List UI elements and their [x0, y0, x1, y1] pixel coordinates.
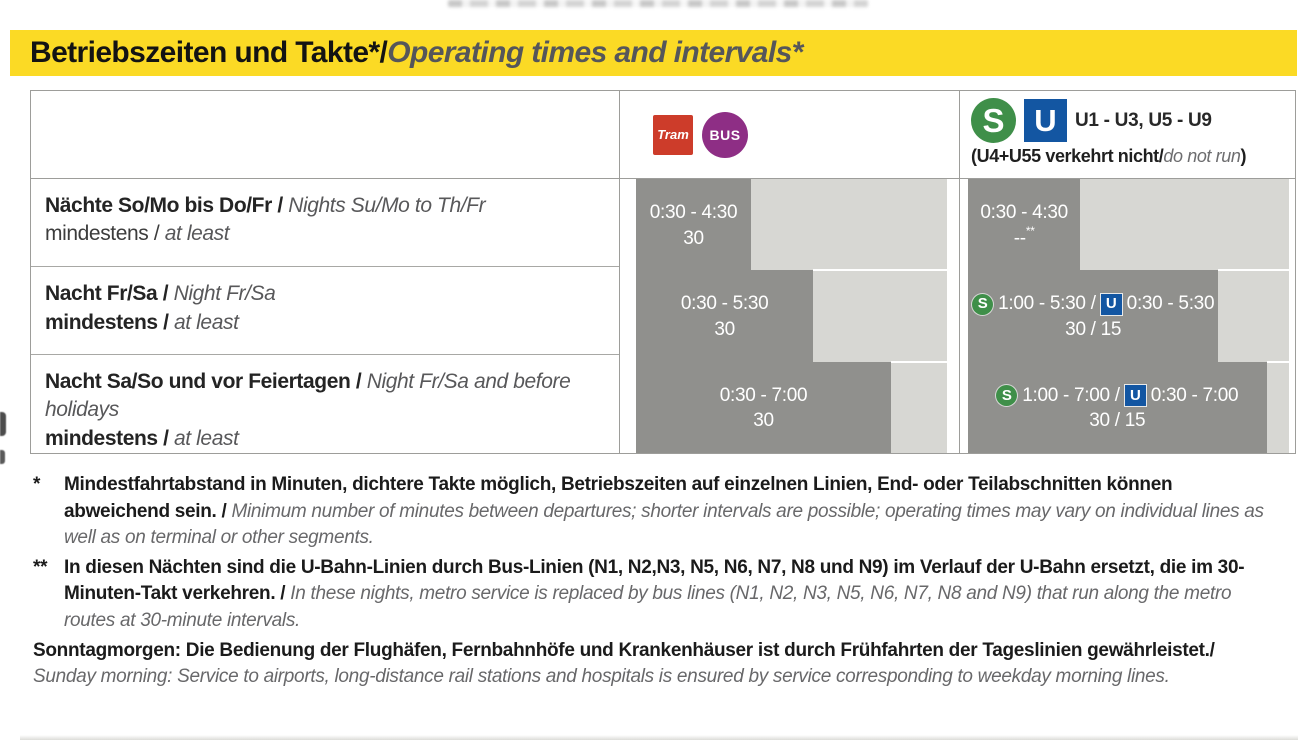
operating-time-bar: 0:30 - 7:00 30	[636, 361, 892, 453]
ubahn-icon: U	[1024, 99, 1067, 142]
footnote-asterisk: * Mindestfahrtabstand in Minuten, dichte…	[33, 472, 1277, 552]
row-label-nights-sumo-thfr: Nächte So/Mo bis Do/Fr / Nights Su/Mo to…	[45, 194, 486, 246]
operating-time-bar: 0:30 - 4:30 --**	[968, 179, 1081, 271]
section-title-english: Operating times and intervals*	[387, 36, 803, 69]
bus-icon: BUS	[702, 111, 748, 158]
section-title-german: Betriebszeiten und Takte*/	[30, 36, 388, 69]
tram-bus-track: 0:30 - 4:30 30 0:30 - 5:30 30 0:30 - 7:0…	[636, 179, 947, 453]
operating-time-bar: S 1:00 - 5:30 / U 0:30 - 5:30 30 / 15	[968, 270, 1219, 362]
ubahn-mini-icon: U	[1100, 293, 1122, 315]
tram-icon: Tram	[653, 114, 693, 155]
tram-bus-value-column: 0:30 - 4:30 30 0:30 - 5:30 30 0:30 - 7:0…	[619, 179, 959, 453]
header-empty-cell	[31, 91, 619, 179]
sbahn-ubahn-cell-row3: S 1:00 - 7:00 / U 0:30 - 7:00 30 / 15	[968, 360, 1289, 453]
sbahn-mini-icon: S	[972, 293, 994, 315]
footnote-marker: **	[33, 556, 48, 578]
tram-bus-cell-row1: 0:30 - 4:30 30	[636, 179, 947, 271]
footnotes: * Mindestfahrtabstand in Minuten, dichte…	[33, 472, 1277, 694]
sbahn-ubahn-cell-row2: S 1:00 - 5:30 / U 0:30 - 5:30 30 / 15	[968, 269, 1289, 362]
ubahn-note: (U4+U55 verkehrt nicht/do not run)	[971, 146, 1247, 166]
ubahn-lines-label: U1 - U3, U5 - U9	[1075, 109, 1212, 131]
sbahn-ubahn-value-column: 0:30 - 4:30 --** S 1:00 - 5:30 / U 0:30 …	[959, 179, 1295, 453]
header-sbahn-ubahn-cell: S U U1 - U3, U5 - U9 (U4+U55 verkehrt ni…	[959, 91, 1295, 179]
footnote-reference: **	[1025, 223, 1035, 238]
left-edge-cutoff-mark	[0, 450, 5, 464]
footnote-marker: *	[33, 474, 41, 495]
section-title-banner: Betriebszeiten und Takte*/Operating time…	[10, 30, 1297, 76]
operating-time-bar: 0:30 - 5:30 30	[636, 270, 814, 362]
operating-times-table: Tram BUS S U U1 - U3, U5 - U9 (U4+U55 ve…	[30, 90, 1296, 454]
tram-bus-cell-row2: 0:30 - 5:30 30	[636, 269, 947, 362]
operating-time-bar: S 1:00 - 7:00 / U 0:30 - 7:00 30 / 15	[968, 361, 1267, 453]
ubahn-mini-icon: U	[1124, 384, 1146, 406]
sbahn-ubahn-track: 0:30 - 4:30 --** S 1:00 - 5:30 / U 0:30 …	[968, 179, 1289, 453]
left-edge-cutoff-mark	[0, 412, 6, 436]
bottom-edge-cutoff-line	[20, 735, 1298, 740]
sbahn-mini-icon: S	[996, 384, 1018, 406]
tram-bus-cell-row3: 0:30 - 7:00 30	[636, 360, 947, 453]
footnote-double-asterisk: ** In diesen Nächten sind die U-Bahn-Lin…	[33, 555, 1277, 635]
row-divider-line	[813, 269, 947, 272]
row-divider-line	[891, 360, 947, 363]
header-tram-bus-cell: Tram BUS	[619, 91, 959, 179]
sbahn-icon: S	[971, 98, 1016, 143]
top-edge-cutoff-text	[448, 0, 868, 7]
footnote-sunday-morning: Sonntagmorgen: Die Bedienung der Flughäf…	[33, 639, 1215, 688]
operating-time-bar: 0:30 - 4:30 30	[636, 179, 752, 271]
row-label-night-frsa: Nacht Fr/Sa / Night Fr/Sa mindestens / a…	[31, 266, 619, 353]
row-label-night-saso-holidays: Nacht Sa/So und vor Feiertagen / Night F…	[31, 353, 619, 453]
row-divider-line	[1266, 360, 1289, 363]
sbahn-ubahn-cell-row1: 0:30 - 4:30 --**	[968, 179, 1289, 271]
row-divider-line	[1218, 269, 1289, 272]
